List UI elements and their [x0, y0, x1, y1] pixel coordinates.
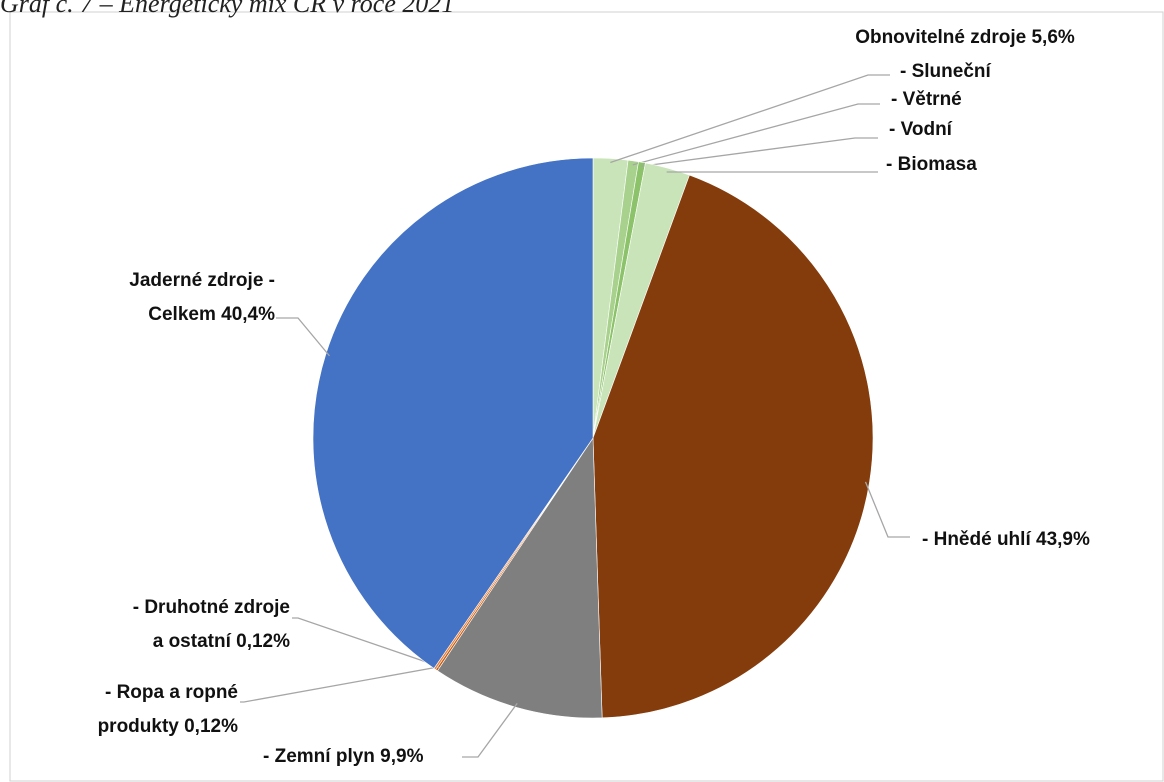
data-label: - Vodní — [889, 119, 953, 140]
data-label: - Větrné — [891, 89, 962, 110]
data-label: - Sluneční — [900, 61, 992, 82]
data-label: - Biomasa — [886, 154, 977, 175]
leader-line — [641, 137, 878, 167]
leader-line — [864, 481, 910, 538]
data-label: produkty 0,12% — [98, 716, 239, 737]
leader-line — [276, 317, 330, 357]
leader-line — [240, 666, 439, 703]
pie-slice — [592, 174, 874, 719]
pie-slice — [312, 157, 594, 669]
leader-line — [462, 703, 518, 758]
data-label: - Zemní plyn 9,9% — [263, 746, 424, 767]
leader-line — [632, 103, 880, 166]
chart-title: Graf č. 7 – Energetický mix ČR v roce 20… — [0, 0, 454, 18]
data-label: Jaderné zdroje - — [129, 270, 275, 291]
data-label: - Hnědé uhlí 43,9% — [922, 529, 1090, 550]
data-label: a ostatní 0,12% — [153, 631, 290, 652]
data-label: - Druhotné zdroje — [133, 597, 290, 618]
pie-slice — [437, 437, 603, 719]
data-label: - Ropa a ropné — [105, 682, 238, 703]
data-label: Celkem 40,4% — [148, 304, 275, 325]
leader-line — [292, 617, 438, 667]
group-label: Obnovitelné zdroje 5,6% — [855, 27, 1075, 48]
leader-line — [610, 74, 890, 164]
